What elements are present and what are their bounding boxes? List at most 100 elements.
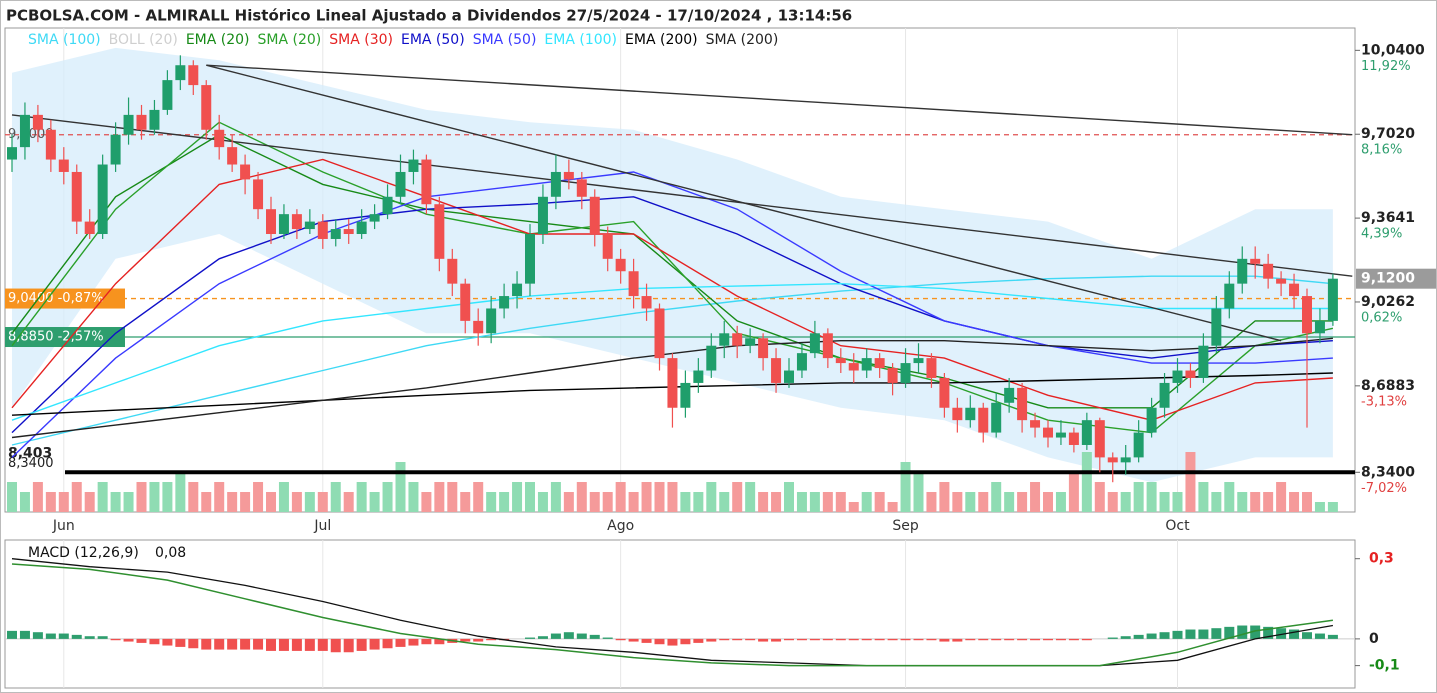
candle-body [822,333,833,359]
candle-body [848,363,859,371]
candle-body [1198,345,1209,378]
volume-bar [1302,492,1312,512]
last-price-tag [1356,268,1436,289]
y-tick-label: 8,6883 [1361,378,1415,394]
macd-histogram-bar [71,634,82,639]
candle-body [97,164,108,235]
macd-histogram-bar [822,638,833,641]
volume-bar [19,492,30,512]
macd-histogram-bar [563,632,574,639]
macd-histogram-bar [1263,626,1274,639]
volume-bar [1159,492,1170,512]
candle-body [913,358,924,364]
volume-bar [978,492,989,512]
macd-histogram-bar [382,638,393,649]
macd-histogram-bar [978,638,989,641]
volume-bar [771,492,782,512]
macd-current: 0,08 [155,545,186,561]
volume-bar [58,492,69,512]
candle-body [317,221,328,239]
macd-histogram-bar [278,638,289,651]
candle-body [58,159,69,172]
candle-body [926,358,937,378]
legend-entry: SMA (30) [329,32,393,48]
volume-bar [537,492,548,512]
volume-bar [952,492,963,512]
volume-bar [1004,492,1015,512]
candle-body [758,338,769,359]
candle-body [874,358,885,369]
candle-body [240,164,251,180]
macd-histogram-bar [32,632,43,639]
volume-bar [550,482,561,512]
legend-entry: EMA (100) [544,32,617,48]
legend-entry: SMA (50) [473,32,537,48]
macd-histogram-bar [745,638,756,641]
volume-bar [253,482,264,512]
macd-histogram-bar [589,634,600,639]
candle-body [939,377,950,408]
y-tick-pct: -7,02% [1361,481,1407,496]
macd-histogram-bar [19,630,30,639]
candle-body [1289,283,1300,297]
candle-body [1004,387,1015,403]
volume-bar [861,492,872,512]
macd-histogram-bar [654,638,665,645]
macd-histogram-bar [732,638,743,641]
candle-body [71,171,82,222]
volume-bar [408,482,419,512]
legend-entry: BOLL (20) [109,32,178,48]
volume-bar [1211,492,1222,512]
candle-body [175,65,186,81]
volume-bar [822,492,833,512]
macd-histogram-bar [576,633,587,639]
macd-histogram-bar [1302,632,1312,639]
macd-histogram-bar [473,638,484,642]
candle-body [576,179,587,197]
volume-bar [149,482,160,512]
candle-body [291,214,302,230]
macd-histogram-bar [149,638,160,645]
macd-histogram-bar [1289,629,1300,639]
candle-body [1055,432,1066,438]
candle-body [719,333,730,346]
y-tick-label: 10,0400 [1361,42,1425,58]
volume-bar [136,482,147,512]
volume-bar [1055,492,1066,512]
volume-bar [991,482,1002,512]
candle-body [602,234,613,259]
candle-body [382,196,393,215]
macd-histogram-bar [1276,628,1287,639]
indicator-line [11,196,1333,434]
candle-body [486,308,497,334]
macd-histogram-bar [1185,629,1196,639]
volume-bar [278,482,289,512]
macd-histogram-bar [421,638,432,645]
macd-histogram-bar [1017,638,1028,641]
candle-body [110,134,121,165]
candle-body [408,159,419,172]
volume-bar [784,482,794,512]
macd-histogram-bar [667,638,678,646]
legend-entry: EMA (50) [401,32,465,48]
volume-bar [473,482,484,512]
candle-body [1068,432,1079,445]
volume-bar [1185,452,1196,512]
indicator-line [11,158,1333,421]
candle-body [214,129,225,148]
volume-bar [214,482,225,512]
level-label: 9,0400 -0,87% [8,291,104,306]
macd-histogram-bar [45,633,56,639]
candle-body [1030,420,1041,428]
candle-body [978,407,989,433]
volume-bar [667,482,678,512]
candle-body [1146,407,1157,433]
macd-histogram-bar [835,638,846,641]
volume-bar [926,492,937,512]
macd-histogram-bar [784,638,794,641]
macd-histogram-bar [240,638,251,650]
macd-histogram-bar [1107,637,1118,639]
candle-body [1172,370,1183,383]
macd-panel [4,539,1356,689]
